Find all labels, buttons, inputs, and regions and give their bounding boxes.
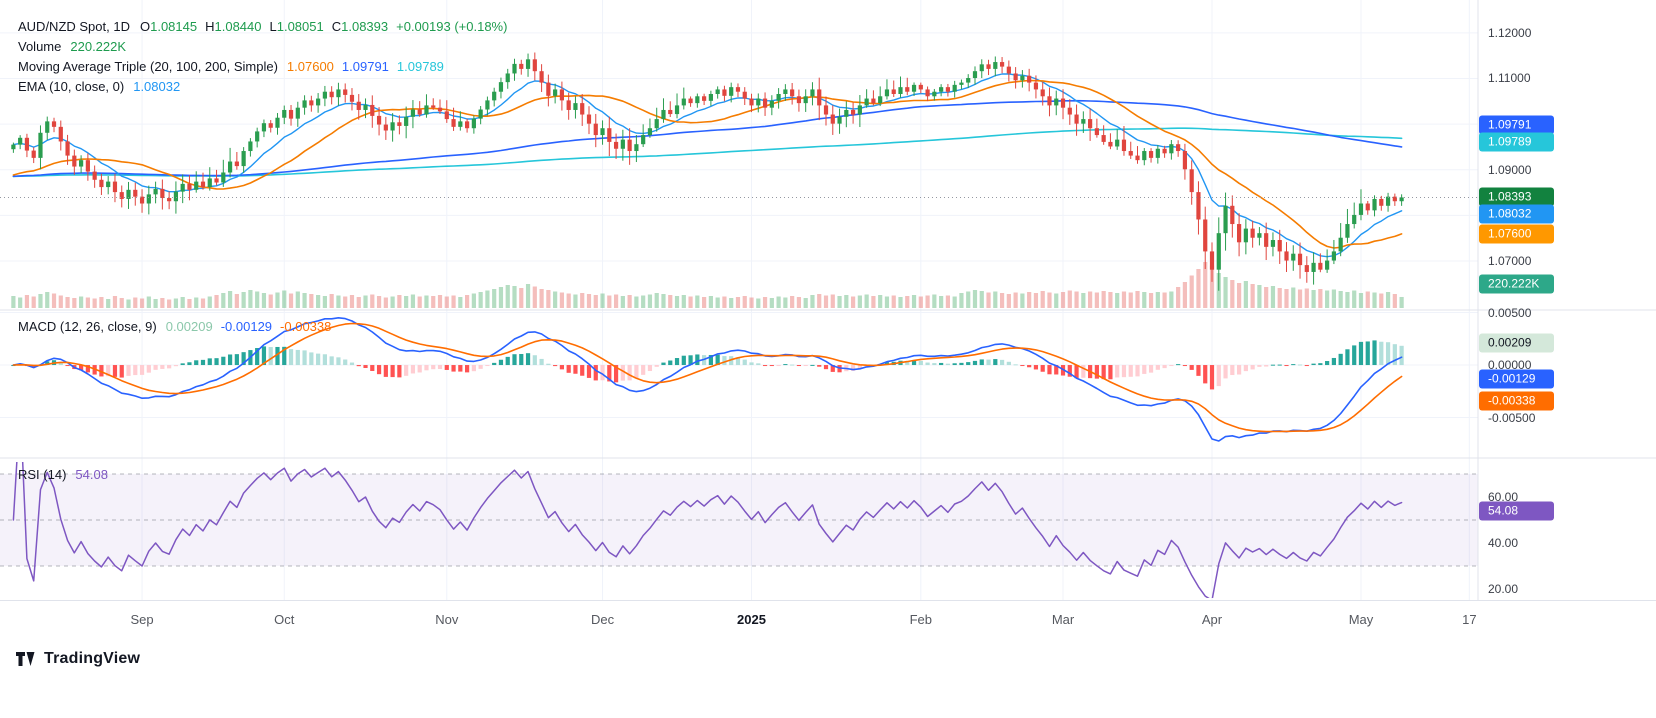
axis-label: 1.12000: [1488, 25, 1532, 40]
axis-label: 1.11000: [1488, 71, 1531, 86]
rsi-legend: RSI (14) 54.08: [18, 464, 108, 484]
symbol-title[interactable]: AUD/NZD Spot, 1D: [18, 18, 130, 34]
axis-badge: 1.09791: [1479, 115, 1554, 135]
ema-value: 1.08032: [133, 78, 181, 94]
price-axis[interactable]: 1.12000 1.11000 1.09000 1.07000 0.00500 0.000…: [1479, 0, 1656, 600]
ma200-value: 1.09789: [396, 58, 444, 74]
open-value: 1.08145: [150, 18, 198, 34]
ema-label[interactable]: EMA (10, close, 0): [18, 78, 125, 94]
time-label-17: 17: [1462, 612, 1477, 627]
main-legend: AUD/NZD Spot, 1D O1.08145 H1.08440 L1.08…: [18, 16, 507, 96]
tradingview-logo-text: TradingView: [44, 650, 141, 667]
time-label-mar: Mar: [1051, 612, 1075, 627]
time-label-may: May: [1348, 612, 1374, 627]
close-label: C: [331, 18, 342, 34]
ma-triple-label[interactable]: Moving Average Triple (20, 100, 200, Sim…: [18, 58, 278, 74]
axis-label: 60.00: [1488, 489, 1519, 504]
high-label: H: [205, 18, 215, 34]
axis-label: -0.00500: [1488, 410, 1536, 425]
axis-label: 0.00000: [1488, 358, 1532, 373]
ma-triple-row: Moving Average Triple (20, 100, 200, Sim…: [18, 56, 507, 76]
ma100-value: 1.09791: [341, 58, 389, 74]
chart-canvas[interactable]: [0, 0, 1656, 600]
low-value: 1.08051: [276, 18, 324, 34]
macd-legend: MACD (12, 26, close, 9) 0.00209 -0.00129…: [18, 316, 339, 336]
volume-label[interactable]: Volume: [18, 38, 62, 54]
axis-label: 40.00: [1488, 536, 1519, 550]
time-label-2025: 2025: [737, 612, 766, 627]
close-value: 1.08393: [341, 18, 389, 34]
time-label-sep: Sep: [130, 612, 154, 627]
rsi-label[interactable]: RSI (14): [18, 466, 67, 482]
axis-badge: 1.08032: [1479, 204, 1554, 224]
axis-badge: -0.00338: [1479, 391, 1554, 411]
axis-badge: 1.09789: [1479, 132, 1554, 152]
axis-label: 20.00: [1488, 582, 1519, 597]
time-label-nov: Nov: [435, 612, 459, 627]
time-label-oct: Oct: [274, 612, 295, 627]
time-label-feb: Feb: [909, 612, 933, 627]
axis-badge: 1.08393: [1479, 187, 1554, 207]
time-label-apr: Apr: [1201, 612, 1223, 627]
ma20-value: 1.07600: [286, 58, 334, 74]
time-label-dec: Dec: [590, 612, 615, 627]
axis-label: 1.07000: [1488, 254, 1532, 268]
low-label: L: [269, 18, 277, 34]
axis-label: 1.09000: [1488, 162, 1532, 177]
symbol-row: AUD/NZD Spot, 1D O1.08145 H1.08440 L1.08…: [18, 16, 507, 36]
axis-badge: 54.08: [1479, 501, 1554, 521]
macd-label[interactable]: MACD (12, 26, close, 9): [18, 318, 157, 334]
high-value: 1.08440: [214, 18, 262, 34]
change-value: +0.00193 (+0.18%): [396, 18, 508, 34]
axis-badge: 0.00209: [1479, 333, 1554, 353]
macd-line-value: -0.00129: [220, 318, 273, 334]
time-axis[interactable]: Sep Oct Nov Dec 2025 Feb Mar Apr May 17: [0, 600, 1656, 645]
tradingview-logo-icon: [16, 652, 35, 666]
axis-badge: 220.222K: [1479, 274, 1554, 294]
tradingview-logo[interactable]: TradingView: [16, 650, 140, 668]
axis-label: 0.00500: [1488, 305, 1532, 320]
rsi-value: 54.08: [75, 466, 108, 482]
axis-badge: 1.07600: [1479, 224, 1554, 244]
ema-row: EMA (10, close, 0) 1.08032: [18, 76, 507, 96]
volume-row: Volume 220.222K: [18, 36, 507, 56]
axis-badge: -0.00129: [1479, 369, 1554, 389]
volume-value: 220.222K: [70, 38, 127, 54]
macd-hist-value: 0.00209: [165, 318, 213, 334]
open-label: O: [139, 18, 151, 34]
macd-signal-value: -0.00338: [280, 318, 332, 334]
